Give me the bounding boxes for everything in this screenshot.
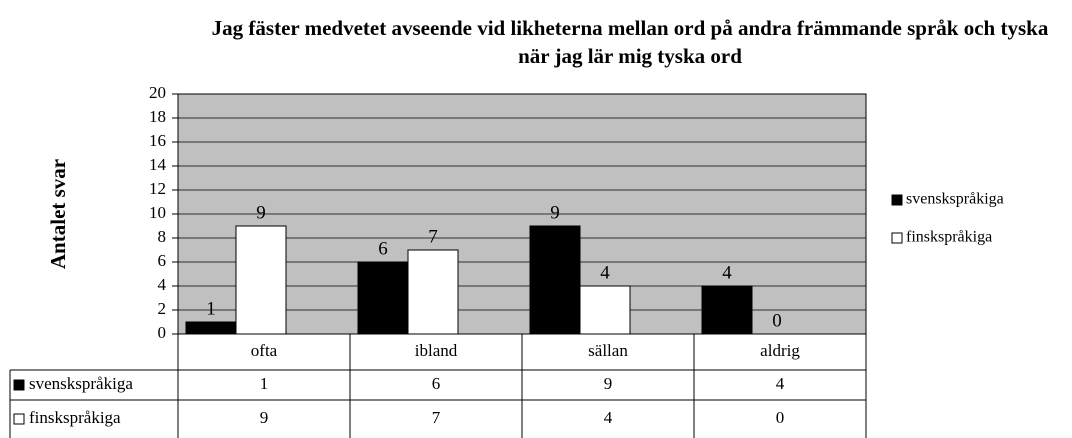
y-tick-label: 8	[158, 227, 167, 246]
value-label: 4	[600, 262, 610, 283]
y-axis-label: Antalet svar	[46, 159, 70, 269]
table-value: 0	[776, 408, 785, 427]
legend-key	[891, 194, 903, 206]
table-value: 4	[776, 374, 785, 393]
y-tick-label: 18	[149, 107, 166, 126]
legend-label: svenskspråkiga	[906, 191, 1004, 208]
table-value: 1	[260, 374, 269, 393]
x-tick-label: sällan	[588, 341, 628, 360]
x-tick-label: ofta	[251, 341, 278, 360]
y-tick-label: 10	[149, 203, 166, 222]
value-label: 6	[378, 238, 388, 259]
y-tick-label: 6	[158, 251, 167, 270]
y-tick-label: 12	[149, 179, 166, 198]
y-tick-label: 20	[149, 83, 166, 102]
table-series-name: svenskspråkiga	[29, 374, 133, 393]
table-series-name: finskspråkiga	[29, 408, 121, 427]
y-tick-label: 16	[149, 131, 166, 150]
bar	[407, 249, 459, 335]
table-value: 4	[604, 408, 613, 427]
x-tick-label: aldrig	[760, 341, 800, 360]
x-tick-label: ibland	[415, 341, 458, 360]
y-tick-label: 2	[158, 299, 167, 318]
value-label: 1	[206, 298, 216, 319]
legend-label: finskspråkiga	[906, 229, 992, 246]
value-label: 0	[772, 310, 782, 331]
table-legend-key	[13, 413, 25, 425]
chart-title: Jag fäster medvetet avseende vid likhete…	[211, 16, 1049, 68]
y-tick-label: 4	[158, 275, 167, 294]
bar	[529, 225, 581, 335]
bar	[579, 285, 631, 335]
table-value: 6	[432, 374, 441, 393]
table-value: 9	[604, 374, 613, 393]
bar	[185, 321, 237, 335]
y-tick-label: 14	[149, 155, 167, 174]
table-value: 7	[432, 408, 441, 427]
y-tick-label: 0	[158, 323, 167, 342]
value-label: 4	[722, 262, 732, 283]
value-label: 7	[428, 226, 438, 247]
value-label: 9	[550, 202, 560, 223]
table-value: 9	[260, 408, 269, 427]
bar	[701, 285, 753, 335]
bar	[357, 261, 409, 335]
legend-key	[891, 232, 903, 244]
value-label: 9	[256, 202, 266, 223]
bar	[235, 225, 287, 335]
table-legend-key	[13, 379, 25, 391]
